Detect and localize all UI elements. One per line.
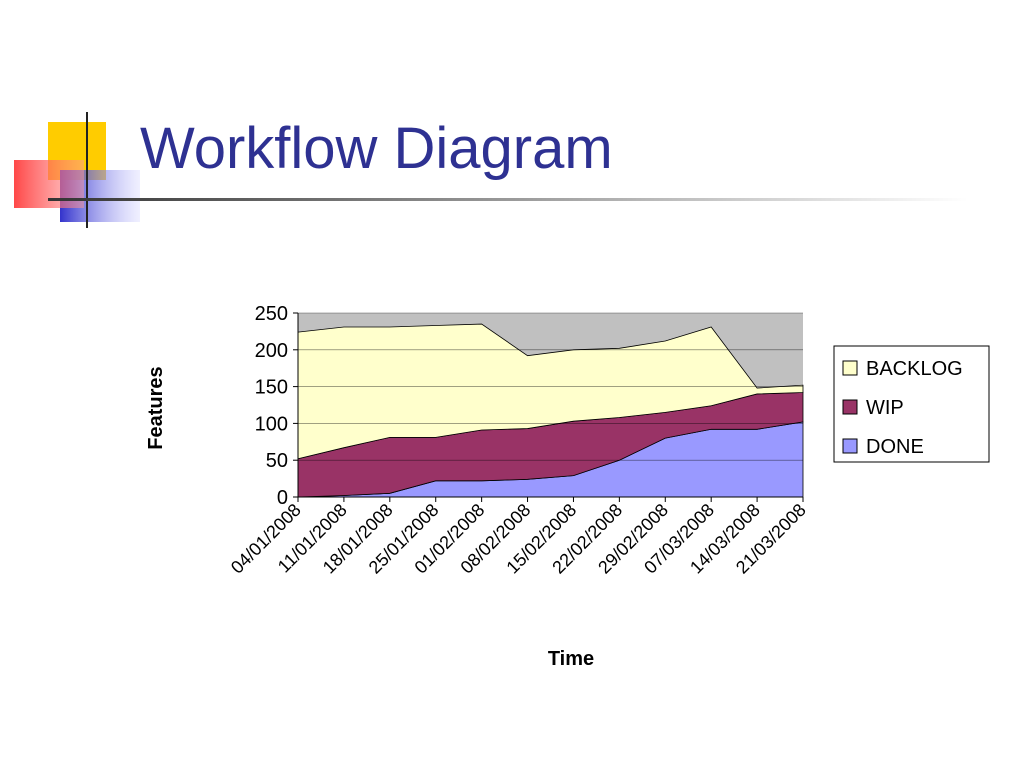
y-axis-title: Features xyxy=(145,366,167,449)
legend-label: WIP xyxy=(866,397,904,419)
legend-swatch xyxy=(842,360,858,376)
y-tick-label: 200 xyxy=(255,340,288,362)
area xyxy=(297,323,804,460)
y-tick-label: 50 xyxy=(266,450,288,472)
y-tick-label: 0 xyxy=(277,487,288,509)
slide-title: Workflow Diagram xyxy=(140,116,613,181)
legend-swatch xyxy=(842,399,858,415)
legend-label: DONE xyxy=(866,436,924,458)
legend-label: BACKLOG xyxy=(866,358,963,380)
y-tick-label: 100 xyxy=(255,413,288,435)
x-axis-title: Time xyxy=(548,648,594,670)
title-rule xyxy=(48,198,968,201)
legend-box xyxy=(833,345,990,463)
y-tick-label: 250 xyxy=(255,303,288,325)
legend-swatch xyxy=(842,438,858,454)
chart: 05010015020025004/01/200811/01/200818/01… xyxy=(145,303,990,670)
y-tick-label: 150 xyxy=(255,377,288,399)
